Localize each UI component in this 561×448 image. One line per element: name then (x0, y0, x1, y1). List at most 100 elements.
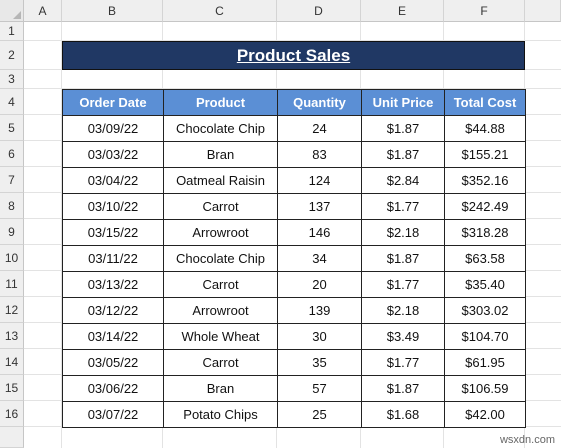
total-cost-cell[interactable]: $44.88 (444, 115, 526, 142)
header-quantity[interactable]: Quantity (277, 89, 362, 116)
quantity-cell[interactable]: 24 (277, 115, 362, 142)
table-row: 03/11/22 Chocolate Chip 34 $1.87 $63.58 (62, 245, 526, 272)
row-header-3[interactable]: 3 (0, 70, 24, 89)
unit-price-cell[interactable]: $3.49 (361, 323, 445, 350)
row-header-8[interactable]: 8 (0, 193, 24, 219)
product-cell[interactable]: Oatmeal Raisin (163, 167, 278, 194)
quantity-cell[interactable]: 25 (277, 401, 362, 428)
quantity-cell[interactable]: 83 (277, 141, 362, 168)
order-date-cell[interactable]: 03/07/22 (62, 401, 164, 428)
total-cost-cell[interactable]: $63.58 (444, 245, 526, 272)
product-cell[interactable]: Chocolate Chip (163, 115, 278, 142)
total-cost-cell[interactable]: $42.00 (444, 401, 526, 428)
order-date-cell[interactable]: 03/13/22 (62, 271, 164, 298)
row-header-12[interactable]: 12 (0, 297, 24, 323)
row-header-4[interactable]: 4 (0, 89, 24, 115)
title-cell[interactable]: Product Sales (62, 41, 525, 70)
row-header-15[interactable]: 15 (0, 375, 24, 401)
unit-price-cell[interactable]: $2.18 (361, 297, 445, 324)
total-cost-cell[interactable]: $303.02 (444, 297, 526, 324)
header-product[interactable]: Product (163, 89, 278, 116)
product-cell[interactable]: Carrot (163, 271, 278, 298)
product-cell[interactable]: Bran (163, 141, 278, 168)
product-cell[interactable]: Potato Chips (163, 401, 278, 428)
total-cost-cell[interactable]: $106.59 (444, 375, 526, 402)
total-cost-cell[interactable]: $242.49 (444, 193, 526, 220)
product-cell[interactable]: Arrowroot (163, 297, 278, 324)
quantity-cell[interactable]: 124 (277, 167, 362, 194)
select-all-corner[interactable] (0, 0, 24, 22)
select-all-triangle-icon (13, 11, 21, 19)
total-cost-cell[interactable]: $318.28 (444, 219, 526, 246)
unit-price-cell[interactable]: $1.87 (361, 375, 445, 402)
order-date-cell[interactable]: 03/11/22 (62, 245, 164, 272)
product-cell[interactable]: Chocolate Chip (163, 245, 278, 272)
header-order-date[interactable]: Order Date (62, 89, 164, 116)
unit-price-cell[interactable]: $1.77 (361, 193, 445, 220)
product-cell[interactable]: Bran (163, 375, 278, 402)
unit-price-cell[interactable]: $1.68 (361, 401, 445, 428)
order-date-cell[interactable]: 03/10/22 (62, 193, 164, 220)
product-cell[interactable]: Carrot (163, 349, 278, 376)
quantity-cell[interactable]: 146 (277, 219, 362, 246)
product-cell[interactable]: Arrowroot (163, 219, 278, 246)
table-row: 03/15/22 Arrowroot 146 $2.18 $318.28 (62, 219, 526, 246)
product-cell[interactable]: Whole Wheat (163, 323, 278, 350)
order-date-cell[interactable]: 03/09/22 (62, 115, 164, 142)
column-header-e[interactable]: E (361, 0, 444, 22)
unit-price-cell[interactable]: $1.87 (361, 115, 445, 142)
table-row: 03/09/22 Chocolate Chip 24 $1.87 $44.88 (62, 115, 526, 142)
row-header-11[interactable]: 11 (0, 271, 24, 297)
column-header-f[interactable]: F (444, 0, 525, 22)
table-header-row: Order Date Product Quantity Unit Price T… (62, 89, 526, 116)
order-date-cell[interactable]: 03/05/22 (62, 349, 164, 376)
quantity-cell[interactable]: 34 (277, 245, 362, 272)
unit-price-cell[interactable]: $2.18 (361, 219, 445, 246)
total-cost-cell[interactable]: $61.95 (444, 349, 526, 376)
unit-price-cell[interactable]: $1.87 (361, 245, 445, 272)
column-header-bar: A B C D E F (0, 0, 561, 22)
header-total-cost[interactable]: Total Cost (444, 89, 526, 116)
column-header-d[interactable]: D (277, 0, 361, 22)
quantity-cell[interactable]: 57 (277, 375, 362, 402)
unit-price-cell[interactable]: $1.87 (361, 141, 445, 168)
unit-price-cell[interactable]: $2.84 (361, 167, 445, 194)
table-body: 03/09/22 Chocolate Chip 24 $1.87 $44.88 03/03… (62, 115, 526, 428)
row-header-14[interactable]: 14 (0, 349, 24, 375)
quantity-cell[interactable]: 139 (277, 297, 362, 324)
table-row: 03/07/22 Potato Chips 25 $1.68 $42.00 (62, 401, 526, 428)
order-date-cell[interactable]: 03/04/22 (62, 167, 164, 194)
row-header-1[interactable]: 1 (0, 22, 24, 41)
row-header-10[interactable]: 10 (0, 245, 24, 271)
row-header-13[interactable]: 13 (0, 323, 24, 349)
total-cost-cell[interactable]: $155.21 (444, 141, 526, 168)
order-date-cell[interactable]: 03/15/22 (62, 219, 164, 246)
row-header-9[interactable]: 9 (0, 219, 24, 245)
total-cost-cell[interactable]: $104.70 (444, 323, 526, 350)
row-header-2[interactable]: 2 (0, 41, 24, 70)
order-date-cell[interactable]: 03/14/22 (62, 323, 164, 350)
row-header-16[interactable]: 16 (0, 401, 24, 427)
table-row: 03/12/22 Arrowroot 139 $2.18 $303.02 (62, 297, 526, 324)
order-date-cell[interactable]: 03/03/22 (62, 141, 164, 168)
order-date-cell[interactable]: 03/06/22 (62, 375, 164, 402)
product-sales-table: Order Date Product Quantity Unit Price T… (62, 89, 526, 428)
quantity-cell[interactable]: 20 (277, 271, 362, 298)
quantity-cell[interactable]: 137 (277, 193, 362, 220)
row-header-7[interactable]: 7 (0, 167, 24, 193)
unit-price-cell[interactable]: $1.77 (361, 271, 445, 298)
product-cell[interactable]: Carrot (163, 193, 278, 220)
column-header-c[interactable]: C (163, 0, 277, 22)
header-unit-price[interactable]: Unit Price (361, 89, 445, 116)
column-header-b[interactable]: B (62, 0, 163, 22)
total-cost-cell[interactable]: $35.40 (444, 271, 526, 298)
row-header-5[interactable]: 5 (0, 115, 24, 141)
column-header-a[interactable]: A (24, 0, 62, 22)
row-header-6[interactable]: 6 (0, 141, 24, 167)
quantity-cell[interactable]: 30 (277, 323, 362, 350)
quantity-cell[interactable]: 35 (277, 349, 362, 376)
sheet-title: Product Sales (236, 45, 351, 65)
total-cost-cell[interactable]: $352.16 (444, 167, 526, 194)
unit-price-cell[interactable]: $1.77 (361, 349, 445, 376)
order-date-cell[interactable]: 03/12/22 (62, 297, 164, 324)
